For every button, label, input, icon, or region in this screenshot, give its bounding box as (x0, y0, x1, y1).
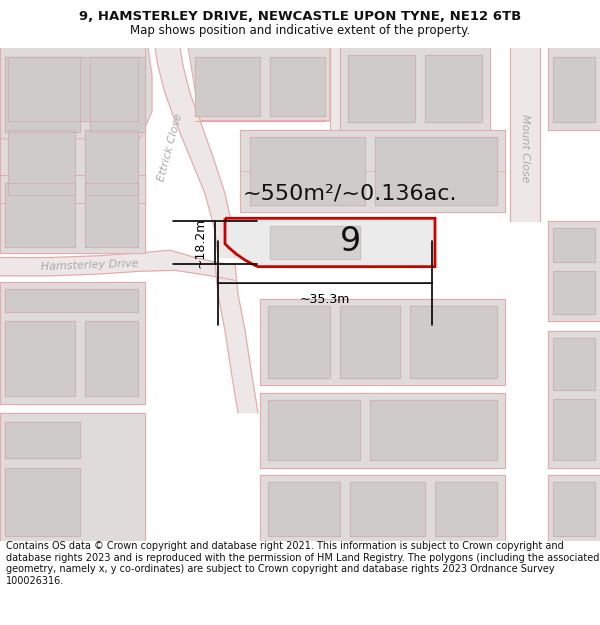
Text: ~18.2m: ~18.2m (193, 217, 206, 268)
Polygon shape (240, 129, 505, 212)
Text: ~35.3m: ~35.3m (300, 293, 350, 306)
Polygon shape (410, 306, 497, 378)
Polygon shape (340, 306, 400, 378)
Polygon shape (435, 482, 497, 536)
Polygon shape (548, 331, 600, 468)
Polygon shape (553, 482, 595, 536)
Polygon shape (548, 475, 600, 541)
Polygon shape (0, 412, 145, 541)
Polygon shape (188, 48, 330, 121)
Polygon shape (348, 55, 415, 123)
Polygon shape (0, 176, 145, 253)
Polygon shape (5, 422, 80, 459)
Polygon shape (5, 289, 138, 312)
Text: Ettrick Close: Ettrick Close (156, 113, 184, 183)
Polygon shape (425, 55, 482, 123)
Polygon shape (553, 271, 595, 314)
Polygon shape (260, 299, 505, 386)
Polygon shape (5, 182, 75, 247)
Polygon shape (195, 57, 260, 116)
Polygon shape (268, 306, 330, 378)
Polygon shape (350, 482, 425, 536)
Text: 9, HAMSTERLEY DRIVE, NEWCASTLE UPON TYNE, NE12 6TB: 9, HAMSTERLEY DRIVE, NEWCASTLE UPON TYNE… (79, 11, 521, 24)
Text: 9: 9 (340, 224, 361, 258)
Polygon shape (260, 475, 505, 541)
Polygon shape (0, 48, 145, 202)
Polygon shape (553, 57, 595, 122)
Polygon shape (85, 182, 138, 247)
Polygon shape (330, 48, 340, 129)
Polygon shape (250, 137, 365, 204)
Polygon shape (0, 250, 235, 281)
Polygon shape (5, 321, 75, 396)
Polygon shape (553, 228, 595, 262)
Polygon shape (270, 226, 360, 259)
Polygon shape (0, 282, 145, 404)
Polygon shape (548, 48, 600, 129)
PathPatch shape (225, 218, 435, 267)
Polygon shape (340, 48, 490, 129)
Polygon shape (375, 137, 497, 204)
Text: Contains OS data © Crown copyright and database right 2021. This information is : Contains OS data © Crown copyright and d… (6, 541, 599, 586)
Polygon shape (8, 57, 138, 121)
Polygon shape (553, 399, 595, 460)
Polygon shape (268, 482, 340, 536)
Polygon shape (215, 264, 258, 412)
Polygon shape (370, 400, 497, 460)
Polygon shape (8, 129, 75, 196)
Text: Hamsterley Drive: Hamsterley Drive (41, 259, 139, 272)
Polygon shape (5, 57, 80, 131)
Polygon shape (268, 400, 360, 460)
Polygon shape (553, 338, 595, 390)
Polygon shape (548, 221, 600, 321)
Polygon shape (510, 48, 540, 221)
Polygon shape (155, 48, 235, 258)
Polygon shape (0, 48, 152, 139)
Polygon shape (85, 129, 138, 196)
Text: Map shows position and indicative extent of the property.: Map shows position and indicative extent… (130, 24, 470, 37)
Text: ~550m²/~0.136ac.: ~550m²/~0.136ac. (243, 184, 457, 204)
Polygon shape (85, 321, 138, 396)
Polygon shape (270, 57, 325, 116)
Polygon shape (5, 468, 80, 536)
Text: Mount Close: Mount Close (520, 114, 530, 182)
Polygon shape (260, 392, 505, 468)
Polygon shape (90, 57, 145, 131)
